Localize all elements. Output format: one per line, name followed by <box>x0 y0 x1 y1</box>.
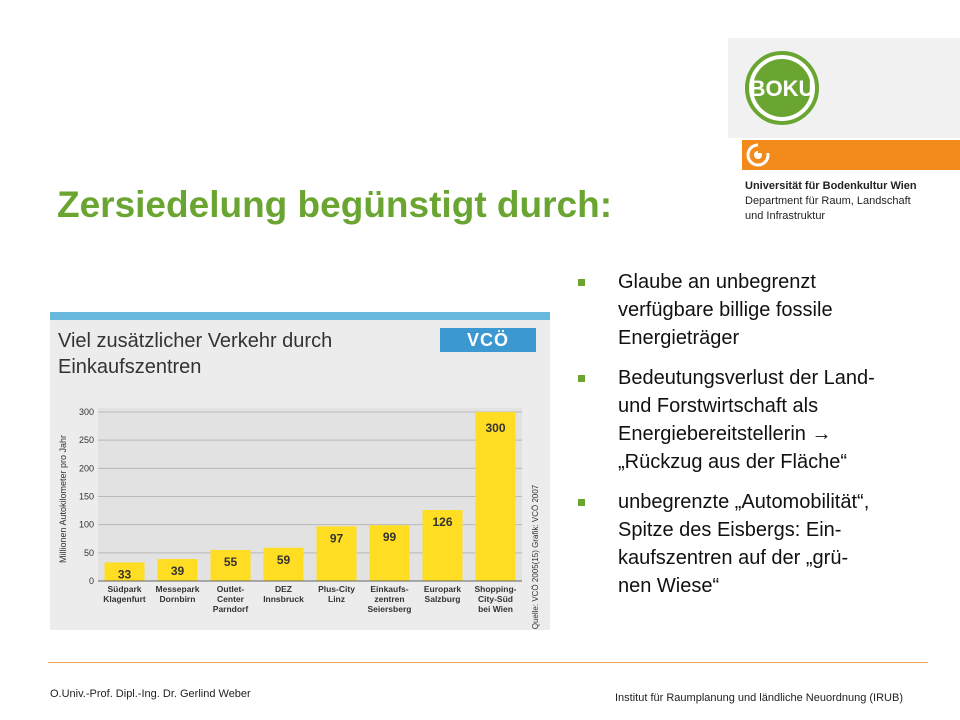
bar-value-label: 39 <box>171 564 185 578</box>
category-label: DEZ <box>275 584 292 594</box>
footer-divider <box>48 662 928 663</box>
boku-logo: BOKU <box>745 51 819 125</box>
y-tick-label: 150 <box>79 492 94 502</box>
chart-title: Viel zusätzlicher Verkehr durch Einkaufs… <box>58 328 332 380</box>
y-tick-label: 200 <box>79 463 94 473</box>
bullet-line: Spitze des Eisbergs: Ein- <box>618 519 842 541</box>
university-info: Universität für Bodenkultur Wien Departm… <box>745 179 960 224</box>
bar-value-label: 97 <box>330 531 344 545</box>
category-label: Dornbirn <box>160 594 196 604</box>
bar <box>157 559 198 581</box>
category-label: Center <box>217 594 245 604</box>
department-line-1: Department für Raum, Landschaft <box>745 195 911 207</box>
category-label: zentren <box>374 594 404 604</box>
bullet-line: Glaube an unbegrenzt <box>618 271 816 293</box>
bar-value-label: 55 <box>224 555 238 569</box>
boku-swirl-icon <box>746 143 770 167</box>
category-label: Klagenfurt <box>103 594 146 604</box>
y-tick-label: 0 <box>89 576 94 586</box>
bar <box>475 412 516 581</box>
bullet-square-icon <box>578 375 585 382</box>
footer-institute: Institut für Raumplanung und ländliche N… <box>615 692 903 704</box>
chart-image: Viel zusätzlicher Verkehr durch Einkaufs… <box>50 312 550 630</box>
bullet-line: Bedeutungsverlust der Land- <box>618 367 875 389</box>
bar-value-label: 33 <box>118 567 132 581</box>
category-label: City-Süd <box>478 594 513 604</box>
bar <box>263 547 304 581</box>
chart-source: Quelle: VCÖ 2005(15) Grafik: VCÖ 2007 <box>531 484 540 629</box>
bullet-line: unbegrenzte „Automobilität“, <box>618 491 870 513</box>
category-label: Einkaufs- <box>370 584 408 594</box>
bullet-item: Glaube an unbegrenzt verfügbare billige f… <box>578 268 958 352</box>
category-label: Outlet- <box>217 584 245 594</box>
category-label: Europark <box>424 584 462 594</box>
bullet-line: Energieträger <box>618 327 740 349</box>
vcoe-logo-badge: VCÖ <box>440 328 536 352</box>
category-label: Innsbruck <box>263 594 304 604</box>
bullet-line: „Rückzug aus der Fläche“ <box>618 451 847 473</box>
university-name: Universität für Bodenkultur Wien <box>745 180 917 192</box>
bullet-item: Bedeutungsverlust der Land-und Forstwirt… <box>578 364 958 476</box>
category-label: Shopping- <box>474 584 516 594</box>
category-label: Salzburg <box>425 594 461 604</box>
category-label: Messepark <box>156 584 200 594</box>
y-tick-label: 300 <box>79 407 94 417</box>
bar-value-label: 59 <box>277 553 291 567</box>
category-label: Parndorf <box>213 604 249 614</box>
bar-value-label: 126 <box>432 515 452 529</box>
category-label: Linz <box>328 594 345 604</box>
chart-top-strip <box>50 312 550 320</box>
bar <box>210 550 251 581</box>
bar <box>104 562 145 581</box>
category-label: bei Wien <box>478 604 513 614</box>
chart-title-line-2: Einkaufszentren <box>58 356 202 378</box>
bullet-item: unbegrenzte „Automobilität“, Spitze des E… <box>578 488 958 600</box>
bullet-square-icon <box>578 499 585 506</box>
footer-author: O.Univ.-Prof. Dipl.-Ing. Dr. Gerlind Web… <box>50 688 251 700</box>
slide-title: Zersiedelung begünstigt durch: <box>57 184 613 225</box>
bar-value-label: 300 <box>485 421 505 435</box>
bar <box>422 510 463 581</box>
category-label: Seiersberg <box>368 604 412 614</box>
y-tick-label: 250 <box>79 435 94 445</box>
bullet-line: Energiebereitstellerin → <box>618 423 832 445</box>
y-axis-label: Millionen Autokilometer pro Jahr <box>58 435 68 563</box>
bar-chart: Millionen Autokilometer pro Jahr Quelle:… <box>58 407 540 629</box>
bullet-line: nen Wiese“ <box>618 575 720 597</box>
bullet-list: Glaube an unbegrenzt verfügbare billige f… <box>578 268 958 612</box>
bullet-line: verfügbare billige fossile <box>618 299 833 321</box>
boku-logo-text: BOKU <box>750 76 815 101</box>
category-label: Südpark <box>107 584 141 594</box>
y-tick-label: 100 <box>79 520 94 530</box>
bullet-line: kaufszentren auf der „grü- <box>618 547 849 569</box>
department-line-2: und Infrastruktur <box>745 210 826 222</box>
bar <box>369 525 410 581</box>
category-label: Plus-City <box>318 584 355 594</box>
bar-value-label: 99 <box>383 530 397 544</box>
bullet-square-icon <box>578 279 585 286</box>
y-tick-label: 50 <box>84 548 94 558</box>
chart-title-line-1: Viel zusätzlicher Verkehr durch <box>58 330 333 352</box>
orange-brand-bar <box>742 140 960 170</box>
bullet-line: und Forstwirtschaft als <box>618 395 819 417</box>
bar <box>316 526 357 581</box>
